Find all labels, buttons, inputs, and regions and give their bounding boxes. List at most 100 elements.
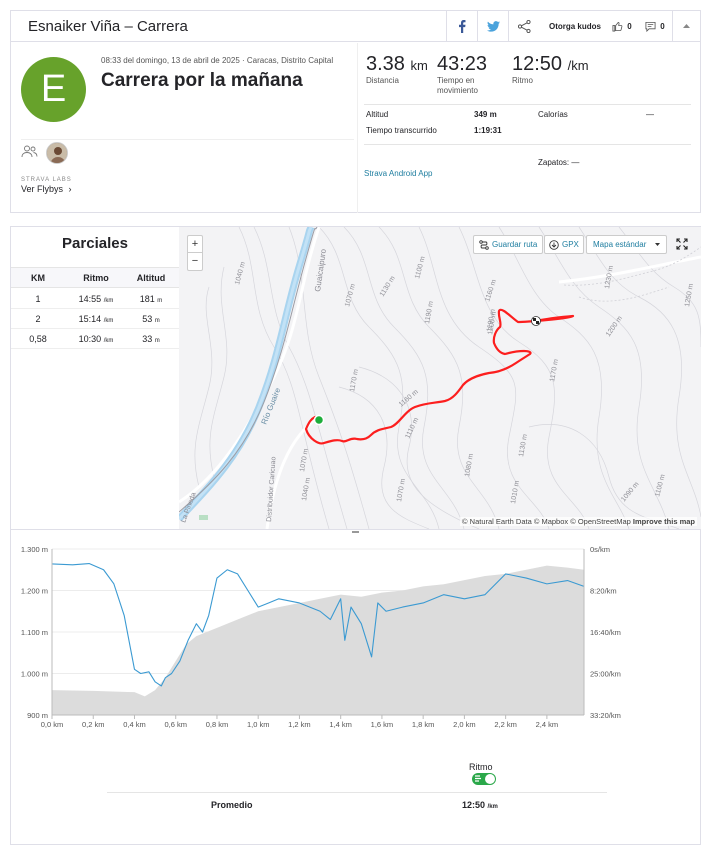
x-axis-tick-label: 0,2 km: [82, 720, 105, 729]
comments-count: 0: [660, 21, 665, 31]
x-axis-tick-label: 1,2 km: [288, 720, 311, 729]
twitter-share-button[interactable]: [478, 11, 508, 41]
table-row[interactable]: 0,58 10:30 /km 33 m: [11, 329, 179, 349]
athlete-avatar[interactable]: E: [21, 57, 86, 122]
x-axis-tick-label: 2,2 km: [494, 720, 517, 729]
activity-date-location: 08:33 del domingo, 13 de abril de 2025 ·…: [101, 56, 334, 65]
pace-line: [51, 562, 585, 687]
activity-name[interactable]: Carrera por la mañana: [101, 70, 303, 91]
divider: [446, 11, 447, 41]
map-canvas: Río Guaire Guaicaipuro Distribuidor Cari…: [179, 227, 701, 529]
split-elevation: 33: [142, 334, 153, 344]
table-row[interactable]: 1 14:55 /km 181 m: [11, 289, 179, 309]
contour-label: 1230 m: [604, 265, 615, 289]
calories-label: Calorías: [538, 110, 568, 119]
terrain-contours: [194, 227, 701, 529]
split-pace-unit: /km: [103, 318, 114, 324]
stat-distance-unit: km: [410, 58, 428, 73]
contour-label: 1080 m: [464, 453, 475, 477]
card-header: Esnaiker Viña – Carrera Otorga kudos 0 0: [11, 11, 700, 42]
x-axis-tick-label: 0,0 km: [41, 720, 64, 729]
split-pace-unit: /km: [103, 338, 114, 344]
facebook-share-button[interactable]: [447, 11, 477, 41]
give-kudos-button[interactable]: Otorga kudos: [548, 21, 601, 31]
collapse-button[interactable]: [673, 11, 700, 41]
contour-label: 1040 m: [301, 477, 312, 501]
analysis-panel: Parciales KM Ritmo Altitud 1 14:55 /km 1…: [10, 226, 701, 845]
route-map[interactable]: Río Guaire Guaicaipuro Distribuidor Cari…: [179, 227, 701, 529]
caret-down-icon: [655, 243, 660, 246]
shoes-label: Zapatos:: [538, 158, 570, 167]
stat-distance-value: 3.38: [366, 53, 405, 75]
zoom-control: + −: [187, 235, 203, 271]
route-icon: [479, 239, 489, 250]
comments-button[interactable]: 0: [641, 11, 669, 41]
save-route-button[interactable]: Guardar ruta: [473, 235, 544, 254]
shoes-value: —: [571, 158, 580, 167]
split-elevation: 181: [139, 294, 155, 304]
gpx-download-button[interactable]: GPX: [544, 235, 584, 254]
zoom-out-button[interactable]: −: [191, 255, 199, 267]
view-flybys-link[interactable]: Ver Flybys ›: [21, 184, 72, 194]
average-pace: 12:50 /km: [462, 800, 498, 810]
fullscreen-icon: [676, 238, 688, 250]
contour-label: 1200 m: [487, 311, 498, 335]
split-pace: 15:14: [78, 314, 102, 324]
x-axis-tick-label: 2,4 km: [536, 720, 559, 729]
splits-col-elevation: Altitud: [136, 273, 166, 283]
calories-value: —: [646, 110, 654, 119]
view-flybys-label: Ver Flybys: [21, 184, 64, 194]
y-axis-tick-label: 1.100 m: [21, 628, 48, 637]
elevation-area: [52, 565, 584, 715]
x-axis-tick-label: 0,6 km: [164, 720, 187, 729]
elevation-label: Altitud: [366, 110, 389, 119]
contour-label: 1190 m: [486, 308, 497, 332]
group-people-icon: [21, 145, 38, 158]
street-label: Distribuidor Caricuao: [266, 456, 278, 522]
split-elevation: 53: [142, 314, 153, 324]
map-type-select[interactable]: Mapa estándar: [586, 235, 667, 254]
split-pace-unit: /km: [103, 298, 114, 304]
contour-label: 1170 m: [549, 358, 560, 382]
pace-toggle[interactable]: [472, 773, 496, 785]
split-pace: 14:55: [78, 294, 102, 304]
caret-up-icon: [683, 24, 690, 28]
y-axis-tick-label: 1.200 m: [21, 587, 48, 596]
divider: [364, 104, 691, 105]
divider: [357, 43, 358, 213]
participant-avatar[interactable]: [46, 142, 68, 164]
share-button[interactable]: [509, 11, 539, 41]
x-axis-tick-label: 1,8 km: [412, 720, 435, 729]
stat-moving-time-value: 43:23: [437, 53, 488, 75]
zoom-in-button[interactable]: +: [188, 236, 202, 253]
stat-pace-label: Ritmo: [512, 76, 533, 85]
y-axis-tick-label: 1.300 m: [21, 545, 48, 554]
highway: [179, 227, 318, 513]
y2-axis-tick-label: 0s/km: [590, 545, 610, 554]
facebook-icon: [459, 19, 466, 33]
contour-label: 1070 m: [396, 478, 407, 502]
divider: [672, 11, 673, 41]
table-row[interactable]: 2 15:14 /km 53 m: [11, 309, 179, 329]
route-finish-marker[interactable]: [531, 316, 541, 326]
contour-label: 1070 m: [299, 448, 310, 472]
contour-label: 1190 m: [424, 300, 435, 324]
elapsed-time-value: 1:19:31: [474, 126, 502, 135]
route-start-marker[interactable]: [313, 414, 325, 426]
page-title: Esnaiker Viña – Carrera: [28, 18, 188, 35]
elevation-pace-chart[interactable]: 1.300 m 1.200 m 1.100 m 1.000 m 900 m 0s/km 8:…: [11, 537, 700, 742]
divider: [21, 139, 354, 140]
group-activity-button[interactable]: [21, 145, 38, 161]
contour-label: 1170 m: [349, 368, 360, 392]
split-elevation-unit: m: [154, 338, 160, 344]
stat-moving-time: 43:23 Tiempo en movimiento: [437, 53, 497, 96]
resize-handle[interactable]: [352, 531, 359, 533]
splits-table: Parciales KM Ritmo Altitud 1 14:55 /km 1…: [11, 227, 179, 529]
improve-map-link[interactable]: Improve this map: [632, 517, 695, 526]
activity-route[interactable]: [304, 308, 575, 445]
kudos-count-button[interactable]: 0: [608, 11, 636, 41]
comment-icon: [645, 21, 656, 32]
device-link[interactable]: Strava Android App: [364, 169, 433, 178]
splits-header-row: KM Ritmo Altitud: [11, 267, 179, 288]
fullscreen-button[interactable]: [676, 238, 688, 253]
